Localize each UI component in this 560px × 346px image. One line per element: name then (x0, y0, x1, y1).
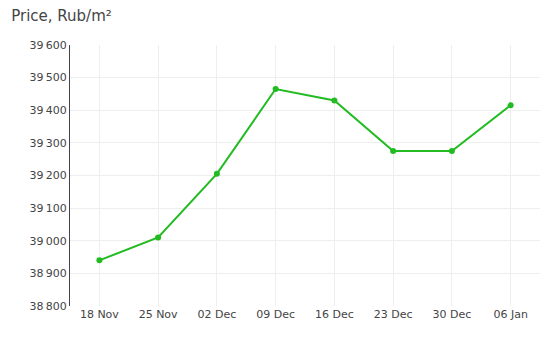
svg-text:39 300: 39 300 (30, 137, 67, 150)
svg-text:09 Dec: 09 Dec (256, 308, 295, 321)
svg-text:39 500: 39 500 (30, 71, 67, 84)
svg-text:25 Nov: 25 Nov (139, 308, 178, 321)
svg-text:16 Dec: 16 Dec (315, 308, 354, 321)
svg-text:Price, Rub/m²: Price, Rub/m² (11, 7, 112, 25)
svg-text:39 400: 39 400 (30, 104, 67, 117)
svg-text:02 Dec: 02 Dec (197, 308, 236, 321)
svg-text:18 Nov: 18 Nov (80, 308, 119, 321)
svg-text:39 000: 39 000 (30, 235, 67, 248)
svg-text:39 600: 39 600 (30, 39, 67, 52)
svg-text:39 100: 39 100 (30, 202, 67, 215)
svg-text:38 800: 38 800 (30, 300, 67, 313)
svg-text:23 Dec: 23 Dec (374, 308, 413, 321)
svg-text:39 200: 39 200 (30, 169, 67, 182)
svg-text:30 Dec: 30 Dec (432, 308, 471, 321)
svg-text:38 900: 38 900 (30, 267, 67, 280)
svg-text:06 Jan: 06 Jan (493, 308, 527, 321)
